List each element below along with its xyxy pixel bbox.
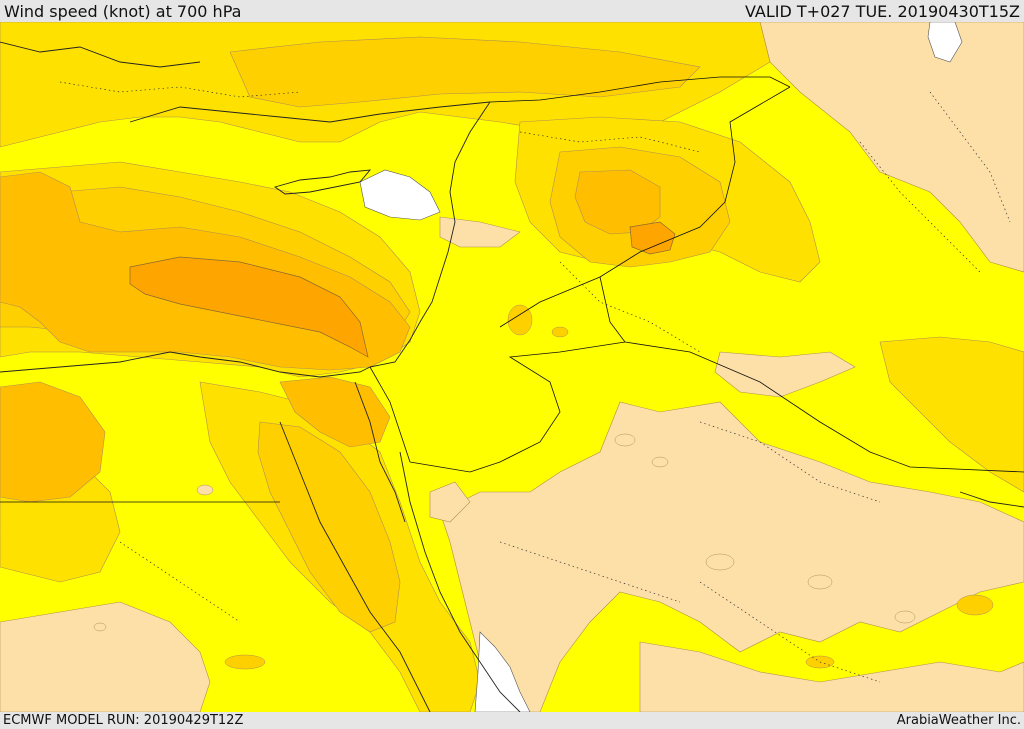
fresh-area-red-sea — [257, 421, 401, 633]
map-title: Wind speed (knot) at 700 hPa — [4, 2, 242, 21]
speck — [705, 553, 735, 571]
gulf-of-aden-area — [474, 631, 531, 712]
calm-area-south-east — [639, 641, 1024, 712]
speck — [551, 326, 569, 338]
strong-area-egypt-west — [0, 381, 106, 503]
province-line — [859, 141, 981, 273]
very-strong-area-jet — [129, 256, 369, 358]
moderate-area-gulf — [879, 336, 1024, 493]
speck — [956, 594, 994, 616]
calm-area-egypt — [0, 601, 211, 712]
caspian-area — [927, 22, 963, 63]
very-strong-area-iraq — [629, 221, 676, 255]
speck — [224, 654, 266, 670]
calm-area-east-iraq — [714, 351, 856, 398]
province-line — [559, 261, 701, 353]
coastline-turkey-south — [129, 101, 491, 123]
province-line — [499, 541, 681, 603]
coastline-red-sea-east — [399, 451, 521, 712]
border-syria-iraq — [499, 86, 791, 328]
province-line — [699, 581, 881, 683]
wind-speed-map — [0, 22, 1024, 712]
speck — [807, 574, 833, 590]
province-line — [929, 91, 1011, 223]
forecast-map — [0, 22, 1024, 712]
border-egypt-israel — [369, 366, 411, 463]
coastline-gulf-suez — [354, 381, 406, 523]
small-features — [93, 433, 916, 632]
province-line — [119, 541, 241, 623]
fresh-area-north-strip — [229, 36, 701, 108]
speck — [651, 456, 669, 468]
province-boundaries — [59, 81, 1011, 683]
calm-area-lebanon — [439, 216, 521, 248]
border-jordan-iraq — [599, 276, 626, 343]
header-bar: Wind speed (knot) at 700 hPa VALID T+027… — [0, 0, 1024, 22]
province-line — [59, 81, 301, 98]
coastline-cyprus — [273, 169, 372, 195]
no-data-areas — [359, 22, 963, 712]
coastline-black-sea — [0, 41, 201, 68]
coastline-north-africa — [0, 351, 371, 378]
model-run-label: ECMWF MODEL RUN: 20190429T12Z — [3, 713, 244, 728]
calm-area-arabia — [439, 401, 1024, 712]
coastline-red-sea-west — [279, 421, 431, 712]
borders — [0, 76, 1024, 503]
coastline-persian-gulf — [959, 491, 1024, 508]
speck — [507, 304, 533, 336]
province-line — [519, 131, 701, 153]
border-jordan-saudi — [409, 341, 626, 473]
speck — [196, 484, 214, 496]
province-line — [699, 421, 881, 503]
speck — [93, 622, 107, 632]
lake-van — [359, 169, 441, 221]
speck — [614, 433, 636, 447]
border-saudi-iraq — [624, 341, 1024, 473]
very-strong-wind-areas — [129, 221, 676, 358]
calm-area-north-east — [759, 22, 1024, 273]
border-turkey-syria — [489, 76, 791, 103]
footer-bar: ECMWF MODEL RUN: 20190429T12Z ArabiaWeat… — [0, 712, 1024, 729]
calm-wind-areas — [0, 22, 1024, 712]
coastlines — [0, 41, 1024, 712]
strong-area-egypt-coast — [279, 376, 391, 448]
coastline-levant — [369, 101, 491, 368]
credit-label: ArabiaWeather Inc. — [896, 713, 1021, 728]
valid-time-label: VALID T+027 TUE. 20190430T15Z — [744, 2, 1020, 21]
calm-area-sinai-coast — [429, 481, 471, 523]
speck — [894, 610, 916, 624]
